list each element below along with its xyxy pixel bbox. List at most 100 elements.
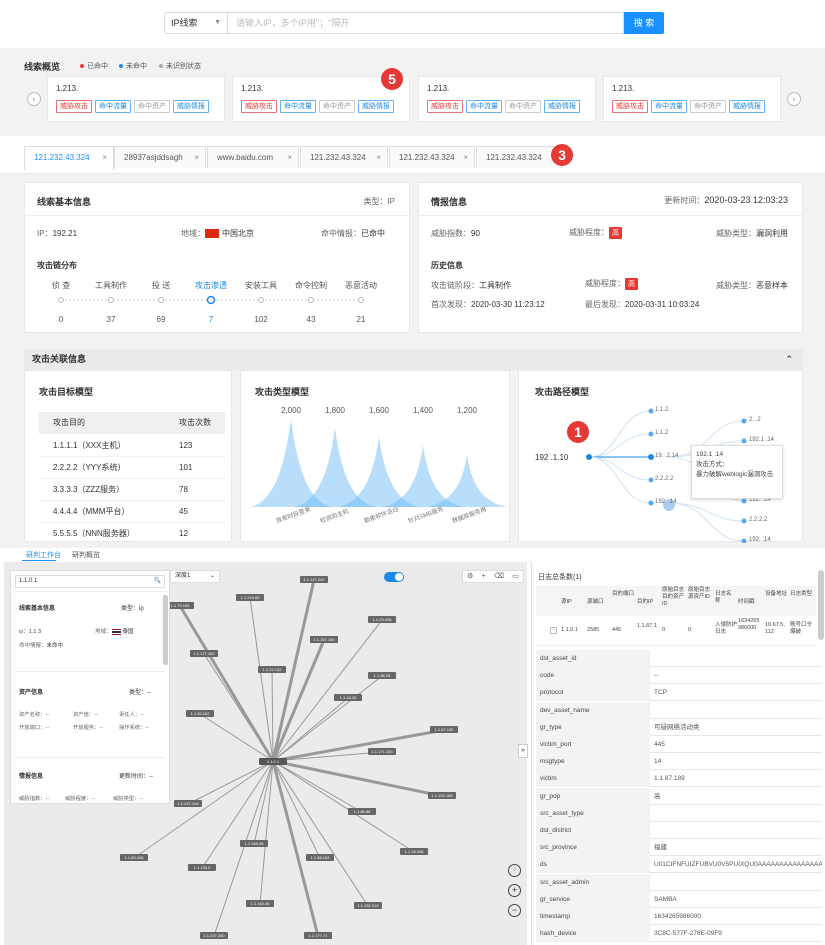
path-node[interactable]: 1.1.2 xyxy=(655,407,669,413)
chain-stage-label[interactable]: 恶意活动 xyxy=(345,281,377,290)
delete-icon[interactable]: ⌫ xyxy=(494,573,504,580)
path-node[interactable]: 2.2.2.2 xyxy=(749,517,768,523)
graph-node[interactable]: 1.1.164.45 xyxy=(246,900,274,907)
close-icon[interactable]: × xyxy=(376,153,381,162)
graph-node[interactable]: 1.1.23.208 xyxy=(368,616,396,623)
clue-card[interactable]: 1.213. 威胁攻击 命中流量 命中资产 威胁情报 xyxy=(47,76,225,122)
chain-stage-label-active[interactable]: 攻击渗透 xyxy=(195,281,227,290)
tag-threat-intel[interactable]: 威胁情报 xyxy=(173,100,209,113)
tag-hit-traffic[interactable]: 命中流量 xyxy=(466,100,502,113)
clue-card[interactable]: 1.213. 威胁攻击 命中流量 命中资产 威胁情报 xyxy=(603,76,781,122)
tab-clue[interactable]: 121.232.43.324 × xyxy=(389,146,475,168)
zoom-out-icon[interactable]: − xyxy=(508,904,521,917)
clue-card[interactable]: 1.213. 威胁攻击 命中流量 命中资产 威胁情报 xyxy=(418,76,596,122)
tag-threat-intel[interactable]: 威胁情报 xyxy=(358,100,394,113)
tab-overview[interactable]: 研判概览 xyxy=(72,552,100,559)
tag-hit-asset[interactable]: 命中资产 xyxy=(319,100,355,113)
next-arrow-icon[interactable]: › xyxy=(787,92,801,106)
collapse-icon[interactable]: ⌃ xyxy=(785,354,793,364)
search-button[interactable]: 搜 索 xyxy=(624,12,664,34)
log-table-row[interactable]: - 1.1.0.1 2585 445 1.1.87.1 0 0 入侵防护日志 1… xyxy=(536,616,816,646)
prev-arrow-icon[interactable]: ‹ xyxy=(27,92,41,106)
search-type-select[interactable]: IP线索 ▼ xyxy=(164,12,228,34)
search-input[interactable]: 请输入IP，多个IP用"；"隔开 xyxy=(228,12,624,34)
settings-icon[interactable]: ⚙ xyxy=(467,573,474,580)
table-row[interactable]: 3.3.3.3（ZZZ服务） 78 xyxy=(39,478,225,501)
graph-node[interactable]: 1.1.28.246 xyxy=(400,848,428,855)
tag-threat-attack[interactable]: 威胁攻击 xyxy=(612,100,648,113)
tag-hit-traffic[interactable]: 命中流量 xyxy=(95,100,131,113)
graph-search-input[interactable]: 1.1.0.1 🔍 xyxy=(15,575,165,588)
graph-node[interactable]: 1.1.105.165 xyxy=(428,792,456,799)
graph-node[interactable]: 1.1.86.88 xyxy=(348,808,376,815)
tag-hit-traffic[interactable]: 命中流量 xyxy=(280,100,316,113)
tab-workbench[interactable]: 研判工作台 xyxy=(26,552,61,559)
relationship-graph[interactable]: 1.1.147.242 1.1.79.185 1.1.219.65 1.1.23.20… xyxy=(4,562,528,945)
close-icon[interactable]: × xyxy=(102,153,107,162)
graph-node[interactable]: 1.1.219.65 xyxy=(236,594,264,601)
tag-hit-asset[interactable]: 命中资产 xyxy=(690,100,726,113)
graph-node[interactable]: 1.1.152.216 xyxy=(354,902,382,909)
tag-hit-traffic[interactable]: 命中流量 xyxy=(651,100,687,113)
graph-node[interactable]: 1.1.22.132 xyxy=(258,666,286,673)
tab-clue[interactable]: 121.232.43.324 × xyxy=(24,146,114,170)
graph-node[interactable]: 1.1.169.28 xyxy=(240,840,268,847)
path-node[interactable]: 2.2.2.2 xyxy=(655,476,674,482)
fit-view-icon[interactable]: ⁘ xyxy=(508,864,521,877)
path-node[interactable]: 19. .2.14 xyxy=(655,453,679,459)
table-row[interactable]: 2.2.2.2（YYY系统） 101 xyxy=(39,456,225,479)
close-icon[interactable]: × xyxy=(287,153,292,162)
graph-toggle[interactable] xyxy=(384,572,404,582)
tag-hit-asset[interactable]: 命中资产 xyxy=(505,100,541,113)
tag-threat-intel[interactable]: 威胁情报 xyxy=(729,100,765,113)
graph-node[interactable]: 1.1.135.0 xyxy=(188,864,216,871)
path-node[interactable]: 192. .14 xyxy=(749,537,771,543)
tab-clue[interactable]: 121.232.43.324 xyxy=(476,146,562,168)
close-icon[interactable]: × xyxy=(463,153,468,162)
close-icon[interactable]: × xyxy=(194,153,199,162)
graph-node[interactable]: 1.1.147.242 xyxy=(300,576,328,583)
expand-panel-icon[interactable]: » xyxy=(518,744,528,758)
chain-stage-label[interactable]: 命令控制 xyxy=(295,281,327,290)
graph-node[interactable]: 1.1.157.183 xyxy=(310,636,338,643)
tag-hit-asset[interactable]: 命中资产 xyxy=(134,100,170,113)
graph-node[interactable]: 1.1.227.108 xyxy=(174,800,202,807)
path-node[interactable]: 192. .14 xyxy=(749,497,771,503)
graph-center-node[interactable]: 1.1.0.1 xyxy=(259,758,287,765)
table-row[interactable]: 5.5.5.5（NNN服务器） 12 xyxy=(53,529,188,538)
tag-threat-intel[interactable]: 威胁情报 xyxy=(544,100,580,113)
graph-node[interactable]: 1.1.88.28 xyxy=(368,672,396,679)
graph-node[interactable]: 1.1.171.233 xyxy=(368,748,396,755)
path-node[interactable]: 2. .2 xyxy=(749,417,761,423)
document-icon[interactable]: ▭ xyxy=(512,573,519,580)
table-row[interactable]: 1.1.1.1（XXX主机） 123 xyxy=(39,434,225,457)
path-node[interactable]: 1.1.2 xyxy=(655,430,669,436)
tab-clue[interactable]: 121.232.43.324 × xyxy=(300,146,388,168)
chain-stage-label[interactable]: 投 送 xyxy=(151,281,171,290)
graph-node[interactable]: 1.1.237.250 xyxy=(200,932,228,939)
scrollbar[interactable] xyxy=(163,595,168,665)
graph-node[interactable]: 1.1.20.152 xyxy=(186,710,214,717)
tag-threat-attack[interactable]: 威胁攻击 xyxy=(241,100,277,113)
scrollbar[interactable] xyxy=(818,570,824,640)
zoom-in-icon[interactable]: + xyxy=(508,884,521,897)
graph-node[interactable]: 1.1.18.28 xyxy=(334,694,362,701)
graph-node[interactable]: 1.1.80.248 xyxy=(120,854,148,861)
search-icon[interactable]: 🔍 xyxy=(153,578,161,584)
tab-clue[interactable]: www.baidu.com × xyxy=(207,146,299,168)
graph-node[interactable]: 1.1.177.71 xyxy=(304,932,332,939)
chain-stage-label[interactable]: 工具制作 xyxy=(95,281,127,290)
graph-node[interactable]: 1.1.87.190 xyxy=(430,726,458,733)
path-node[interactable]: 192.1 .14 xyxy=(749,437,775,443)
tab-clue[interactable]: 28937asjddsagh × xyxy=(114,146,206,168)
path-node[interactable]: 192. .14 xyxy=(655,499,677,505)
expand-row-icon[interactable]: - xyxy=(550,627,557,634)
graph-node[interactable]: 1.1.177.162 xyxy=(190,650,218,657)
chain-stage-label[interactable]: 安装工具 xyxy=(245,281,277,290)
graph-node[interactable]: 1.1.79.185 xyxy=(166,602,194,609)
path-root-ip[interactable]: 192 .1.10 xyxy=(535,453,569,462)
tag-threat-attack[interactable]: 威胁攻击 xyxy=(427,100,463,113)
depth-select[interactable]: 深度1 ⌄ xyxy=(170,570,220,583)
tag-threat-attack[interactable]: 威胁攻击 xyxy=(56,100,92,113)
add-icon[interactable]: + xyxy=(481,573,486,580)
